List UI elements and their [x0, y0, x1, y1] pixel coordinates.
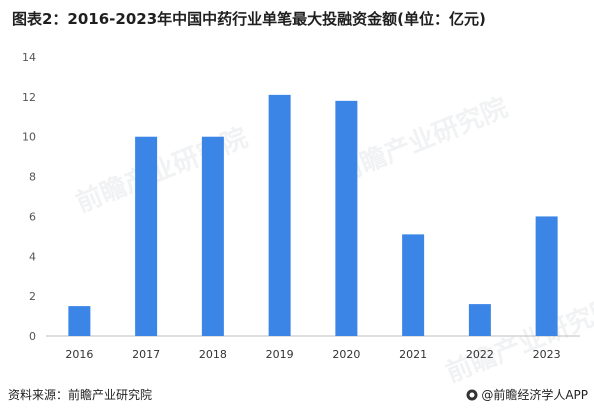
x-tick-label: 2020 — [332, 348, 360, 361]
y-tick-label: 2 — [29, 290, 36, 303]
bar-2018 — [201, 136, 224, 336]
bar-2017 — [135, 136, 158, 336]
bar-2020 — [335, 100, 358, 336]
bar-2019 — [268, 94, 291, 336]
chart-title: 图表2：2016-2023年中国中药行业单笔最大投融资金额(单位：亿元) — [12, 10, 486, 28]
x-tick-label: 2017 — [132, 348, 160, 361]
bar-2022 — [468, 304, 491, 336]
x-tick-label: 2023 — [533, 348, 561, 361]
brand-credit-text: @前瞻经济学人APP — [481, 388, 588, 402]
y-tick-label: 0 — [29, 330, 36, 343]
y-tick-label: 4 — [29, 250, 36, 263]
source-note: 资料来源：前瞻产业研究院 — [8, 388, 153, 402]
y-tick-label: 10 — [22, 131, 36, 144]
brand-logo-icon — [466, 389, 478, 401]
bar-2021 — [402, 234, 425, 336]
x-tick-label: 2019 — [266, 348, 294, 361]
bar-chart: 0 2 4 6 8 10 12 14 2016 2017 2018 2019 2020 2021 2022 2… — [22, 51, 580, 361]
bar-2023 — [535, 216, 558, 336]
x-tick-label: 2016 — [65, 348, 93, 361]
y-tick-label: 8 — [29, 171, 36, 184]
y-tick-label: 14 — [22, 51, 36, 64]
y-tick-label: 12 — [22, 91, 36, 104]
x-tick-label: 2022 — [466, 348, 494, 361]
x-tick-label: 2018 — [199, 348, 227, 361]
x-tick-label: 2021 — [399, 348, 427, 361]
brand-credit: @前瞻经济学人APP — [466, 386, 588, 403]
bar-2016 — [68, 306, 91, 336]
y-tick-label: 6 — [29, 210, 36, 223]
